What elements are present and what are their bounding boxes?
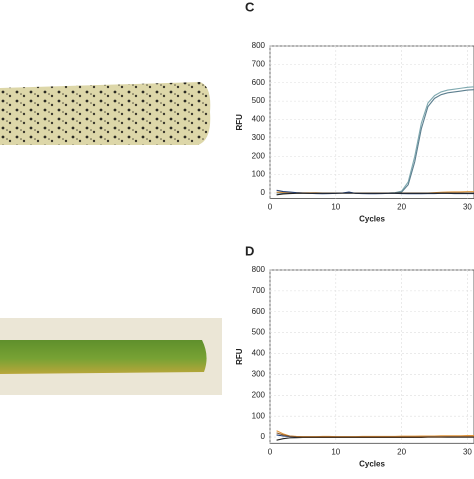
x-axis-label: Cycles <box>359 215 385 224</box>
y-tick-label: 400 <box>252 349 266 358</box>
y-tick-label: 800 <box>252 265 266 274</box>
x-axis-label: Cycles <box>359 459 385 468</box>
x-tick-label: 10 <box>331 203 340 212</box>
y-tick-label: 600 <box>252 307 266 316</box>
panel-label: C <box>245 0 255 14</box>
y-tick-label: 200 <box>252 151 266 160</box>
plot-area <box>269 45 474 199</box>
y-tick-label: 0 <box>261 188 266 197</box>
y-tick-label: 300 <box>252 133 266 142</box>
x-tick-label: 20 <box>397 203 406 212</box>
curve <box>276 432 474 438</box>
y-tick-label: 0 <box>261 432 266 441</box>
panel-label: D <box>245 243 254 258</box>
y-tick-label: 800 <box>252 41 266 50</box>
x-tick-label: 30 <box>463 447 472 456</box>
curve <box>276 192 474 196</box>
y-tick-label: 600 <box>252 78 266 87</box>
x-tick-label: 30 <box>463 203 472 212</box>
photo-diseased-stem <box>0 74 222 151</box>
plot-area <box>269 269 474 444</box>
y-tick-label: 400 <box>252 115 266 124</box>
y-axis-label: RFU <box>235 114 244 131</box>
y-tick-label: 700 <box>252 286 266 295</box>
y-tick-label: 500 <box>252 328 266 337</box>
photo-healthy-stem <box>0 318 222 395</box>
x-tick-label: 0 <box>268 447 273 456</box>
x-tick-label: 10 <box>331 447 340 456</box>
y-tick-label: 700 <box>252 59 266 68</box>
y-tick-label: 200 <box>252 390 266 399</box>
y-tick-label: 100 <box>252 411 266 420</box>
y-tick-label: 100 <box>252 170 266 179</box>
y-tick-label: 300 <box>252 370 266 379</box>
y-tick-label: 500 <box>252 96 266 105</box>
y-axis-label: RFU <box>235 348 244 365</box>
x-tick-label: 20 <box>397 447 406 456</box>
x-tick-label: 0 <box>268 203 273 212</box>
